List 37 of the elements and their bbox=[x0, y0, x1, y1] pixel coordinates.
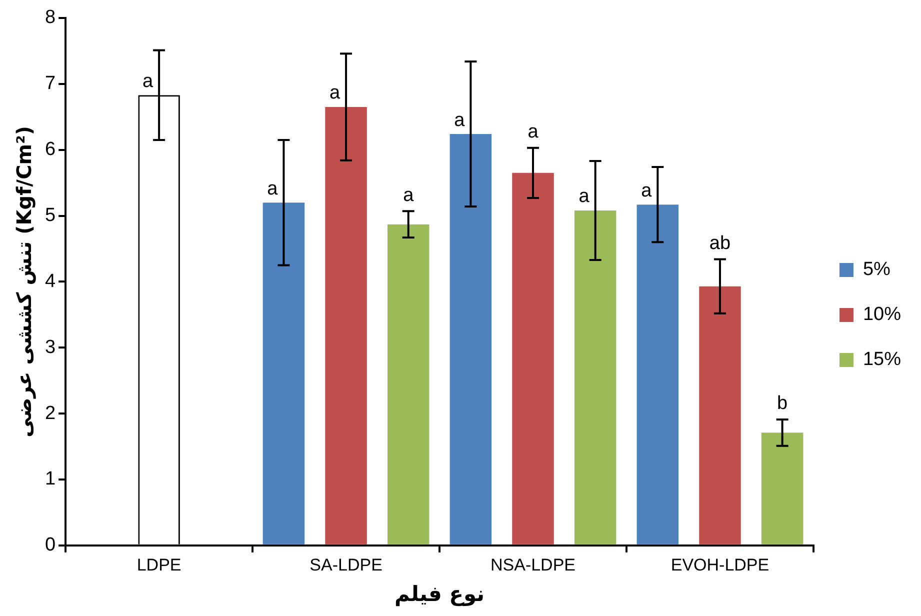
bar bbox=[450, 134, 492, 544]
data-label: a bbox=[403, 184, 414, 206]
data-label: a bbox=[578, 186, 590, 208]
data-label: a bbox=[142, 70, 154, 92]
bar bbox=[262, 202, 305, 544]
y-tick-label: 2 bbox=[44, 402, 56, 424]
data-label: b bbox=[777, 393, 788, 414]
x-tick-label: EVOH-LDPE bbox=[670, 555, 770, 574]
legend-label: 15% bbox=[862, 349, 902, 370]
bar bbox=[574, 210, 616, 544]
data-label: ab bbox=[709, 233, 731, 254]
x-tick-label: SA-LDPE bbox=[310, 555, 382, 574]
y-tick-label: 7 bbox=[44, 73, 56, 94]
bar bbox=[387, 224, 430, 544]
y-tick-label: 0 bbox=[44, 534, 56, 556]
bar bbox=[325, 107, 367, 544]
bar bbox=[761, 432, 804, 544]
y-axis-title: تنش کششی عرضی (Kgf/Cm²) bbox=[12, 126, 36, 438]
bar bbox=[699, 286, 741, 544]
data-label: a bbox=[528, 122, 539, 143]
legend-label: 5% bbox=[862, 259, 891, 280]
bar bbox=[512, 172, 554, 544]
y-tick-label: 8 bbox=[44, 7, 56, 28]
data-label: a bbox=[267, 178, 278, 200]
bar bbox=[636, 204, 679, 544]
data-label: a bbox=[454, 110, 466, 131]
x-tick-label: NSA-LDPE bbox=[490, 555, 576, 574]
data-label: a bbox=[641, 180, 652, 202]
y-tick-label: 4 bbox=[44, 270, 56, 292]
x-tick-label: LDPE bbox=[136, 555, 182, 574]
data-label: a bbox=[329, 82, 340, 104]
y-tick-label: 5 bbox=[44, 205, 56, 226]
y-tick-label: 6 bbox=[44, 139, 56, 160]
legend-label: 10% bbox=[862, 304, 902, 326]
y-tick-label: 3 bbox=[44, 336, 56, 358]
y-tick-label: 1 bbox=[44, 468, 56, 490]
x-axis-title: نوع فیلم bbox=[394, 582, 485, 607]
